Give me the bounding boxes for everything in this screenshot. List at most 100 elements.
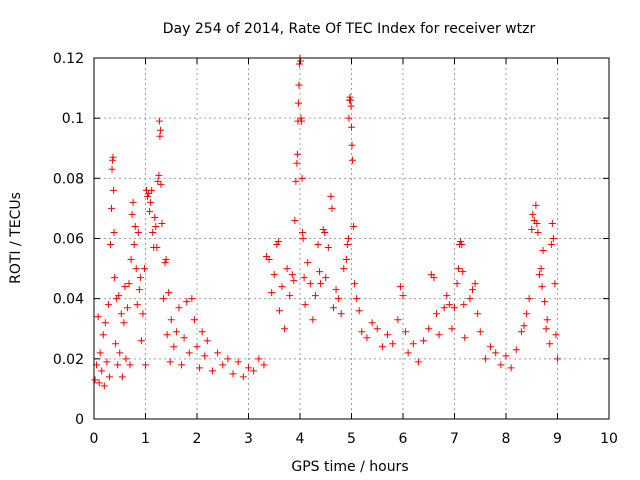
data-point xyxy=(358,328,366,336)
data-point xyxy=(157,180,165,188)
chart-title: Day 254 of 2014, Rate Of TEC Index for r… xyxy=(163,21,536,37)
data-point xyxy=(414,358,422,366)
data-point xyxy=(126,361,134,369)
data-point xyxy=(203,337,211,345)
data-point xyxy=(155,117,163,125)
data-point xyxy=(286,292,294,300)
data-point xyxy=(384,331,392,339)
data-point xyxy=(512,346,520,354)
data-point xyxy=(170,343,178,351)
data-point xyxy=(435,331,443,339)
data-point xyxy=(348,123,355,131)
y-tick-label: 0 xyxy=(75,412,84,428)
data-point xyxy=(542,325,550,333)
data-point xyxy=(288,271,296,279)
data-point xyxy=(459,268,467,276)
data-point xyxy=(443,292,451,300)
x-tick-label: 8 xyxy=(502,431,511,447)
data-point xyxy=(294,99,302,107)
x-axis-label: GPS time / hours xyxy=(291,459,408,475)
data-point xyxy=(160,295,168,303)
data-point xyxy=(533,219,541,227)
data-point xyxy=(347,102,355,110)
data-point xyxy=(146,207,154,215)
data-point xyxy=(167,316,175,324)
data-point xyxy=(281,325,289,333)
data-point xyxy=(122,355,130,363)
data-point xyxy=(321,228,329,236)
data-point xyxy=(537,265,545,273)
data-point xyxy=(98,367,106,375)
data-point xyxy=(198,328,206,336)
data-point xyxy=(314,241,322,249)
data-point xyxy=(517,328,525,336)
data-point xyxy=(91,376,99,384)
data-point xyxy=(295,81,303,89)
data-point xyxy=(132,265,140,273)
data-point xyxy=(291,216,299,224)
data-point xyxy=(420,337,428,345)
data-point xyxy=(154,177,162,185)
data-point xyxy=(541,298,549,306)
data-point xyxy=(166,358,174,366)
y-tick-labels: 0 0.02 0.04 0.06 0.08 0.1 0.12 xyxy=(53,51,84,428)
data-point xyxy=(103,358,111,366)
x-tick-label: 1 xyxy=(141,431,150,447)
data-point xyxy=(158,219,166,227)
data-point xyxy=(299,235,307,242)
data-point xyxy=(278,283,286,291)
data-point xyxy=(99,331,107,339)
data-point xyxy=(469,286,477,294)
data-point xyxy=(109,153,117,161)
axis-ticks xyxy=(93,57,610,420)
data-point xyxy=(317,280,325,288)
data-point xyxy=(481,355,489,363)
data-point xyxy=(108,165,116,173)
data-point xyxy=(183,298,191,306)
data-point xyxy=(432,310,440,318)
data-point xyxy=(327,192,335,200)
data-point xyxy=(260,361,268,369)
data-point xyxy=(137,337,145,345)
data-point xyxy=(349,156,357,164)
y-tick-label: 0.1 xyxy=(62,111,84,127)
data-point xyxy=(297,57,305,65)
data-point xyxy=(156,132,164,140)
x-tick-label: 6 xyxy=(399,431,408,447)
data-point xyxy=(297,114,305,122)
data-point xyxy=(502,352,510,360)
data-point xyxy=(147,198,155,206)
data-point xyxy=(548,219,556,227)
data-point xyxy=(162,256,170,264)
data-point xyxy=(105,373,113,381)
data-point xyxy=(208,367,216,375)
data-point xyxy=(344,235,352,242)
data-point xyxy=(404,349,412,357)
data-point xyxy=(245,364,252,372)
data-point xyxy=(130,241,138,249)
data-point xyxy=(547,241,555,249)
data-point xyxy=(319,225,327,233)
data-point xyxy=(110,228,118,236)
data-point xyxy=(299,228,307,236)
data-point xyxy=(448,325,456,333)
data-point xyxy=(328,204,336,212)
data-point xyxy=(520,322,528,330)
data-point xyxy=(324,244,332,252)
x-tick-label: 3 xyxy=(244,431,253,447)
data-point xyxy=(487,343,495,351)
data-point xyxy=(546,340,554,348)
data-point xyxy=(290,277,298,285)
y-tick-label: 0.02 xyxy=(53,352,84,368)
data-point xyxy=(270,271,278,279)
data-point xyxy=(175,304,183,312)
data-point xyxy=(110,186,118,194)
y-axis-label: ROTI / TECUs xyxy=(8,192,24,284)
data-point xyxy=(283,265,291,273)
data-point xyxy=(378,343,386,351)
data-point xyxy=(214,349,222,357)
data-point xyxy=(453,280,461,288)
data-point xyxy=(144,192,152,200)
data-point xyxy=(304,259,312,267)
data-point xyxy=(268,289,276,297)
